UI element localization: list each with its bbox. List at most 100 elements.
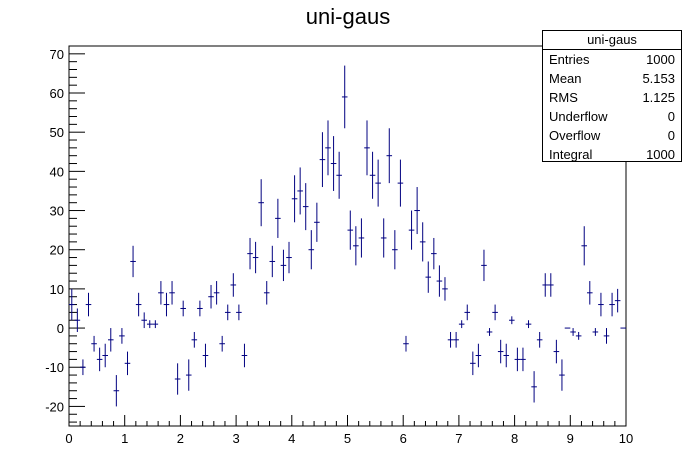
data-point xyxy=(202,343,209,368)
stats-value: 0 xyxy=(667,109,675,124)
data-point xyxy=(230,273,237,297)
data-point xyxy=(124,351,131,376)
x-tick-label: 4 xyxy=(288,431,295,446)
data-point xyxy=(91,335,97,352)
x-tick-label: 8 xyxy=(511,431,518,446)
data-point xyxy=(414,187,420,235)
data-point xyxy=(169,281,175,305)
data-point xyxy=(353,226,359,266)
stats-row-mean: Mean 5.153 xyxy=(543,69,681,88)
data-point xyxy=(302,183,309,231)
y-tick-label: -10 xyxy=(45,360,64,375)
stats-row-entries: Entries 1000 xyxy=(543,50,681,69)
data-point xyxy=(347,210,354,250)
stats-title: uni-gaus xyxy=(543,31,681,50)
data-point xyxy=(252,241,259,274)
data-point xyxy=(152,320,159,329)
x-tick-label: 2 xyxy=(177,431,184,446)
data-point xyxy=(224,304,231,321)
data-point xyxy=(107,328,114,352)
x-tick-label: 1 xyxy=(121,431,128,446)
data-point xyxy=(598,292,604,317)
stats-label: RMS xyxy=(549,90,578,105)
data-point xyxy=(325,120,331,176)
data-point xyxy=(553,339,560,364)
data-point xyxy=(587,281,593,305)
data-point xyxy=(464,304,471,321)
data-point xyxy=(531,371,537,403)
stats-value: 5.153 xyxy=(642,71,675,86)
data-point xyxy=(85,292,92,317)
stats-label: Entries xyxy=(549,52,590,67)
data-point xyxy=(336,151,342,199)
data-point xyxy=(559,359,565,391)
data-point xyxy=(603,328,610,344)
data-point xyxy=(475,343,482,368)
x-tick-label: 5 xyxy=(344,431,351,446)
data-point xyxy=(291,175,298,223)
y-tick-label: 0 xyxy=(57,321,64,336)
y-tick-label: 70 xyxy=(50,47,64,62)
data-points xyxy=(69,65,626,407)
data-point xyxy=(520,347,526,372)
data-point xyxy=(453,331,459,348)
data-point xyxy=(308,230,315,270)
data-point xyxy=(219,335,225,352)
y-axis: -20 -10 0 10 20 30 40 50 60 70 xyxy=(45,45,85,423)
data-point xyxy=(135,292,142,317)
chart-title: uni-gaus xyxy=(306,4,390,29)
data-point xyxy=(96,347,103,372)
stats-row-rms: RMS 1.125 xyxy=(543,88,681,107)
data-point xyxy=(197,300,203,317)
data-point xyxy=(119,328,125,344)
stats-row-integral: Integral 1000 xyxy=(543,145,681,164)
data-point xyxy=(269,245,276,278)
y-tick-label: 30 xyxy=(50,204,64,219)
data-point xyxy=(258,179,264,227)
stats-row-underflow: Underflow 0 xyxy=(543,107,681,126)
data-point xyxy=(375,159,381,207)
data-point xyxy=(492,304,498,321)
data-point xyxy=(431,237,437,270)
data-point xyxy=(130,245,136,278)
data-point xyxy=(69,288,75,321)
data-point xyxy=(369,151,376,199)
data-point xyxy=(614,288,621,313)
data-point xyxy=(542,273,549,297)
data-point xyxy=(442,277,448,301)
data-point xyxy=(575,331,582,340)
y-tick-label: 40 xyxy=(50,164,64,179)
data-point xyxy=(297,167,303,215)
x-tick-label: 10 xyxy=(619,431,633,446)
data-point xyxy=(497,339,504,364)
y-tick-label: 20 xyxy=(50,243,64,258)
data-point xyxy=(319,132,326,188)
data-point xyxy=(592,328,599,336)
data-point xyxy=(447,331,454,348)
x-tick-label: 0 xyxy=(65,431,72,446)
data-point xyxy=(275,198,281,238)
data-point xyxy=(570,328,576,336)
stats-value: 1000 xyxy=(646,52,675,67)
y-tick-label: 50 xyxy=(50,125,64,140)
data-point xyxy=(425,261,432,293)
data-point xyxy=(358,218,365,258)
data-point xyxy=(280,249,287,282)
stats-box: uni-gaus Entries 1000 Mean 5.153 RMS 1.1… xyxy=(542,30,682,162)
data-point xyxy=(436,265,443,297)
data-point xyxy=(208,284,214,309)
data-point xyxy=(481,249,487,282)
data-point xyxy=(486,328,493,336)
stats-value: 0 xyxy=(667,128,675,143)
data-point xyxy=(247,237,253,270)
data-point xyxy=(191,331,198,348)
x-tick-label: 9 xyxy=(567,431,574,446)
data-point xyxy=(180,300,186,317)
data-point xyxy=(263,281,270,305)
stats-label: Integral xyxy=(549,147,593,162)
data-point xyxy=(158,281,164,305)
data-point xyxy=(514,347,521,372)
data-point xyxy=(341,65,348,129)
stats-value: 1.125 xyxy=(642,90,675,105)
